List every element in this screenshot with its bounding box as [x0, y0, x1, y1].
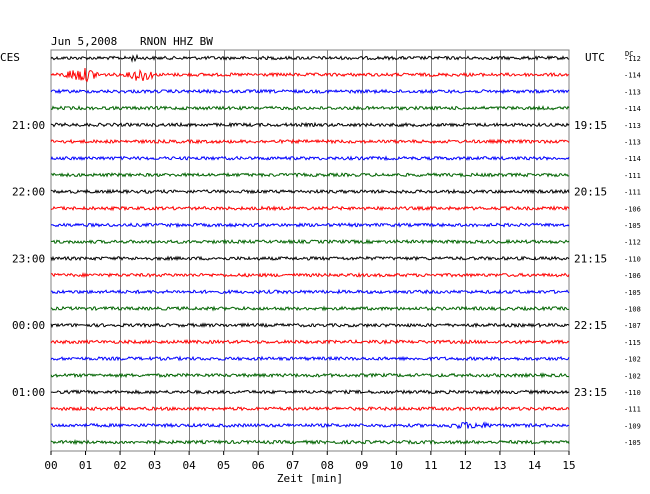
dc-offset-label: -113 [624, 122, 641, 130]
trace-line [50, 355, 570, 362]
grid [50, 49, 570, 452]
trace-line [50, 105, 570, 111]
trace-line [50, 53, 570, 63]
left-time-label: 01:00 [12, 386, 45, 399]
x-axis: 00 01 02 03 04 05 06 07 08 09 10 11 12 13 14 15 [44, 451, 576, 472]
x-tick-label: 14 [528, 459, 542, 472]
x-tick-label: 13 [493, 459, 506, 472]
trace-line [50, 421, 570, 430]
trace-line [50, 121, 570, 128]
x-tick-label: 09 [355, 459, 368, 472]
dc-offset-label: -111 [624, 189, 641, 197]
dc-offset-label: -106 [624, 272, 641, 280]
left-timezone-label: CES [0, 51, 20, 64]
x-tick-label: 10 [390, 459, 403, 472]
x-tick-label: 12 [459, 459, 472, 472]
trace-line [50, 255, 570, 262]
x-tick-label: 07 [286, 459, 299, 472]
trace-line [51, 288, 570, 295]
dc-offset-label: -114 [624, 155, 641, 163]
trace-line [50, 405, 570, 412]
x-tick-label: 05 [217, 459, 230, 472]
dc-offset-label: -105 [624, 439, 641, 447]
x-tick-label: 04 [183, 459, 197, 472]
dc-offset-label: -112 [624, 239, 641, 247]
dc-offset-label: -110 [624, 255, 641, 263]
dc-offset-label: -113 [624, 139, 641, 147]
left-time-label: 22:00 [12, 186, 45, 199]
trace-line [50, 272, 570, 279]
left-time-label: 23:00 [12, 252, 45, 265]
trace-line [50, 222, 570, 229]
dc-offset-label: -110 [624, 389, 641, 397]
dc-offset-label: -102 [624, 372, 641, 380]
dc-offset-label: -109 [624, 422, 641, 430]
dc-offset-label: -114 [624, 105, 641, 113]
date-label: Jun 5,2008 [51, 35, 117, 48]
x-tick-label: 00 [44, 459, 57, 472]
dc-offset-label: -111 [624, 406, 641, 414]
trace-line [50, 322, 570, 329]
trace-group: -112 -114 -113 -114 -113 -113 -114 -111 -111 -106… [12, 53, 641, 447]
right-time-label: 19:15 [574, 119, 607, 132]
dc-offset-label: -112 [624, 55, 641, 63]
dc-offset-label: -106 [624, 205, 641, 213]
right-timezone-label: UTC [585, 51, 605, 64]
right-time-label: 20:15 [574, 186, 607, 199]
dc-offset-label: -108 [624, 306, 641, 314]
dc-offset-label: -115 [624, 339, 641, 347]
trace-line [50, 338, 570, 345]
x-tick-label: 01 [79, 459, 92, 472]
trace-line [50, 171, 570, 178]
left-time-label: 00:00 [12, 319, 45, 332]
dc-offset-label: -114 [624, 72, 641, 80]
dc-offset-label: -102 [624, 356, 641, 364]
trace-line [50, 188, 570, 195]
plot-frame [50, 49, 570, 452]
right-time-label: 22:15 [574, 319, 607, 332]
dc-offset-label: -111 [624, 172, 641, 180]
station-label: RNON HHZ BW [140, 35, 213, 48]
trace-line [50, 138, 570, 145]
x-axis-label: Zeit [min] [277, 472, 343, 485]
trace-line [50, 389, 570, 395]
trace-line [50, 238, 570, 245]
dc-offset-label: -107 [624, 322, 641, 330]
x-tick-label: 08 [321, 459, 334, 472]
trace-line [50, 155, 570, 162]
right-time-label: 23:15 [574, 386, 607, 399]
trace-line [50, 372, 570, 379]
left-time-label: 21:00 [12, 119, 45, 132]
x-tick-label: 02 [113, 459, 126, 472]
dc-offset-header: DC [625, 50, 633, 58]
x-tick-label: 03 [148, 459, 161, 472]
x-tick-label: 11 [424, 459, 437, 472]
trace-line [50, 205, 570, 212]
right-time-label: 21:15 [574, 252, 607, 265]
x-tick-label: 15 [562, 459, 575, 472]
x-tick-label: 06 [252, 459, 265, 472]
trace-line [50, 68, 570, 83]
dc-offset-label: -105 [624, 222, 641, 230]
trace-line [50, 305, 570, 312]
dc-offset-label: -113 [624, 88, 641, 96]
dc-offset-label: -105 [624, 289, 641, 297]
trace-line [50, 439, 570, 446]
trace-line [50, 88, 570, 95]
